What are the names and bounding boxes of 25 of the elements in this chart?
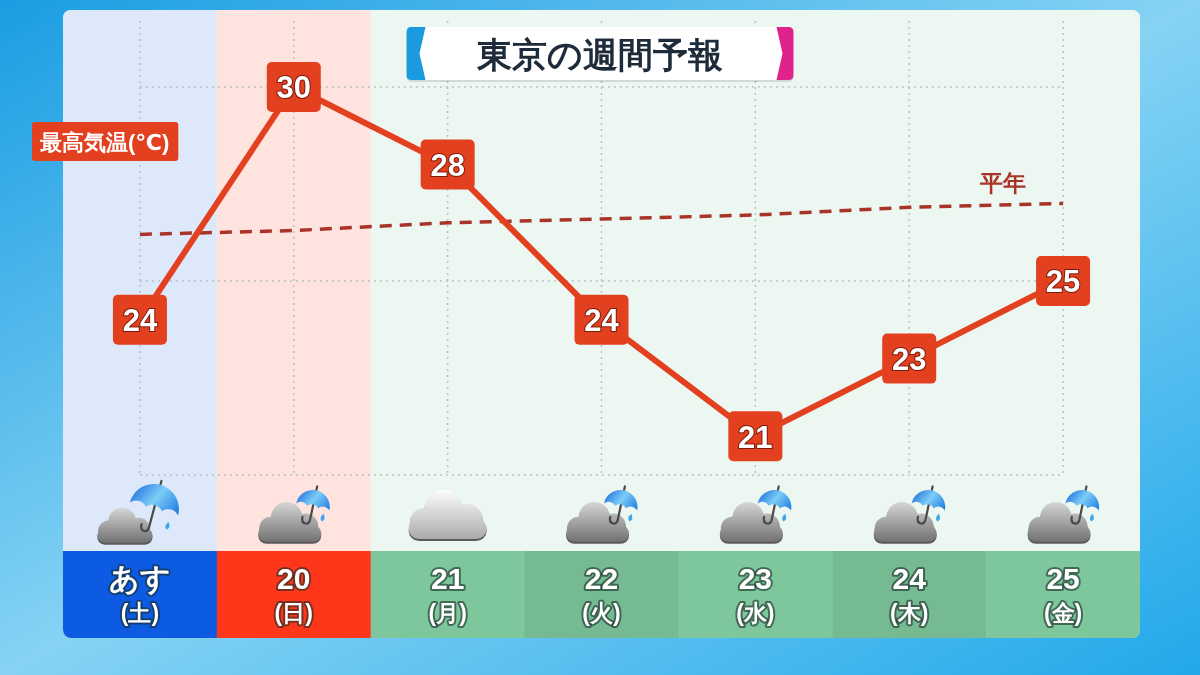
value-label: 24 <box>112 294 167 345</box>
value-label: 24 <box>574 294 629 345</box>
value-label: 25 <box>1036 256 1091 306</box>
value-label: 28 <box>420 139 475 190</box>
data-label: 24 <box>584 303 620 339</box>
x-tick-label: 22 (火) <box>582 562 621 626</box>
x-tick-label: 20 (日) <box>274 562 313 626</box>
series-name: 平年 <box>980 170 1027 197</box>
x-tick-label: 24 (木) <box>890 562 929 626</box>
title: 東京の週間予報 <box>477 34 723 74</box>
x-tick-label: あす (土) <box>108 562 171 626</box>
x-tick-label: 25 (金) <box>1043 562 1083 626</box>
x-tick-label: 21 (月) <box>428 562 467 626</box>
data-label: 21 <box>738 419 773 455</box>
ylabel: 最高気温(℃) <box>32 122 179 161</box>
data-label: 30 <box>276 70 312 106</box>
data-label: 25 <box>1045 264 1081 300</box>
y-axis-title: 最高気温(℃) <box>39 129 170 155</box>
data-label: 28 <box>430 148 465 184</box>
x-tick-label: 23 (水) <box>736 562 775 626</box>
data-label: 24 <box>122 303 158 339</box>
value-label: 23 <box>882 333 937 384</box>
data-label: 23 <box>891 342 927 378</box>
value-label: 30 <box>266 61 321 112</box>
value-label: 21 <box>728 411 783 462</box>
